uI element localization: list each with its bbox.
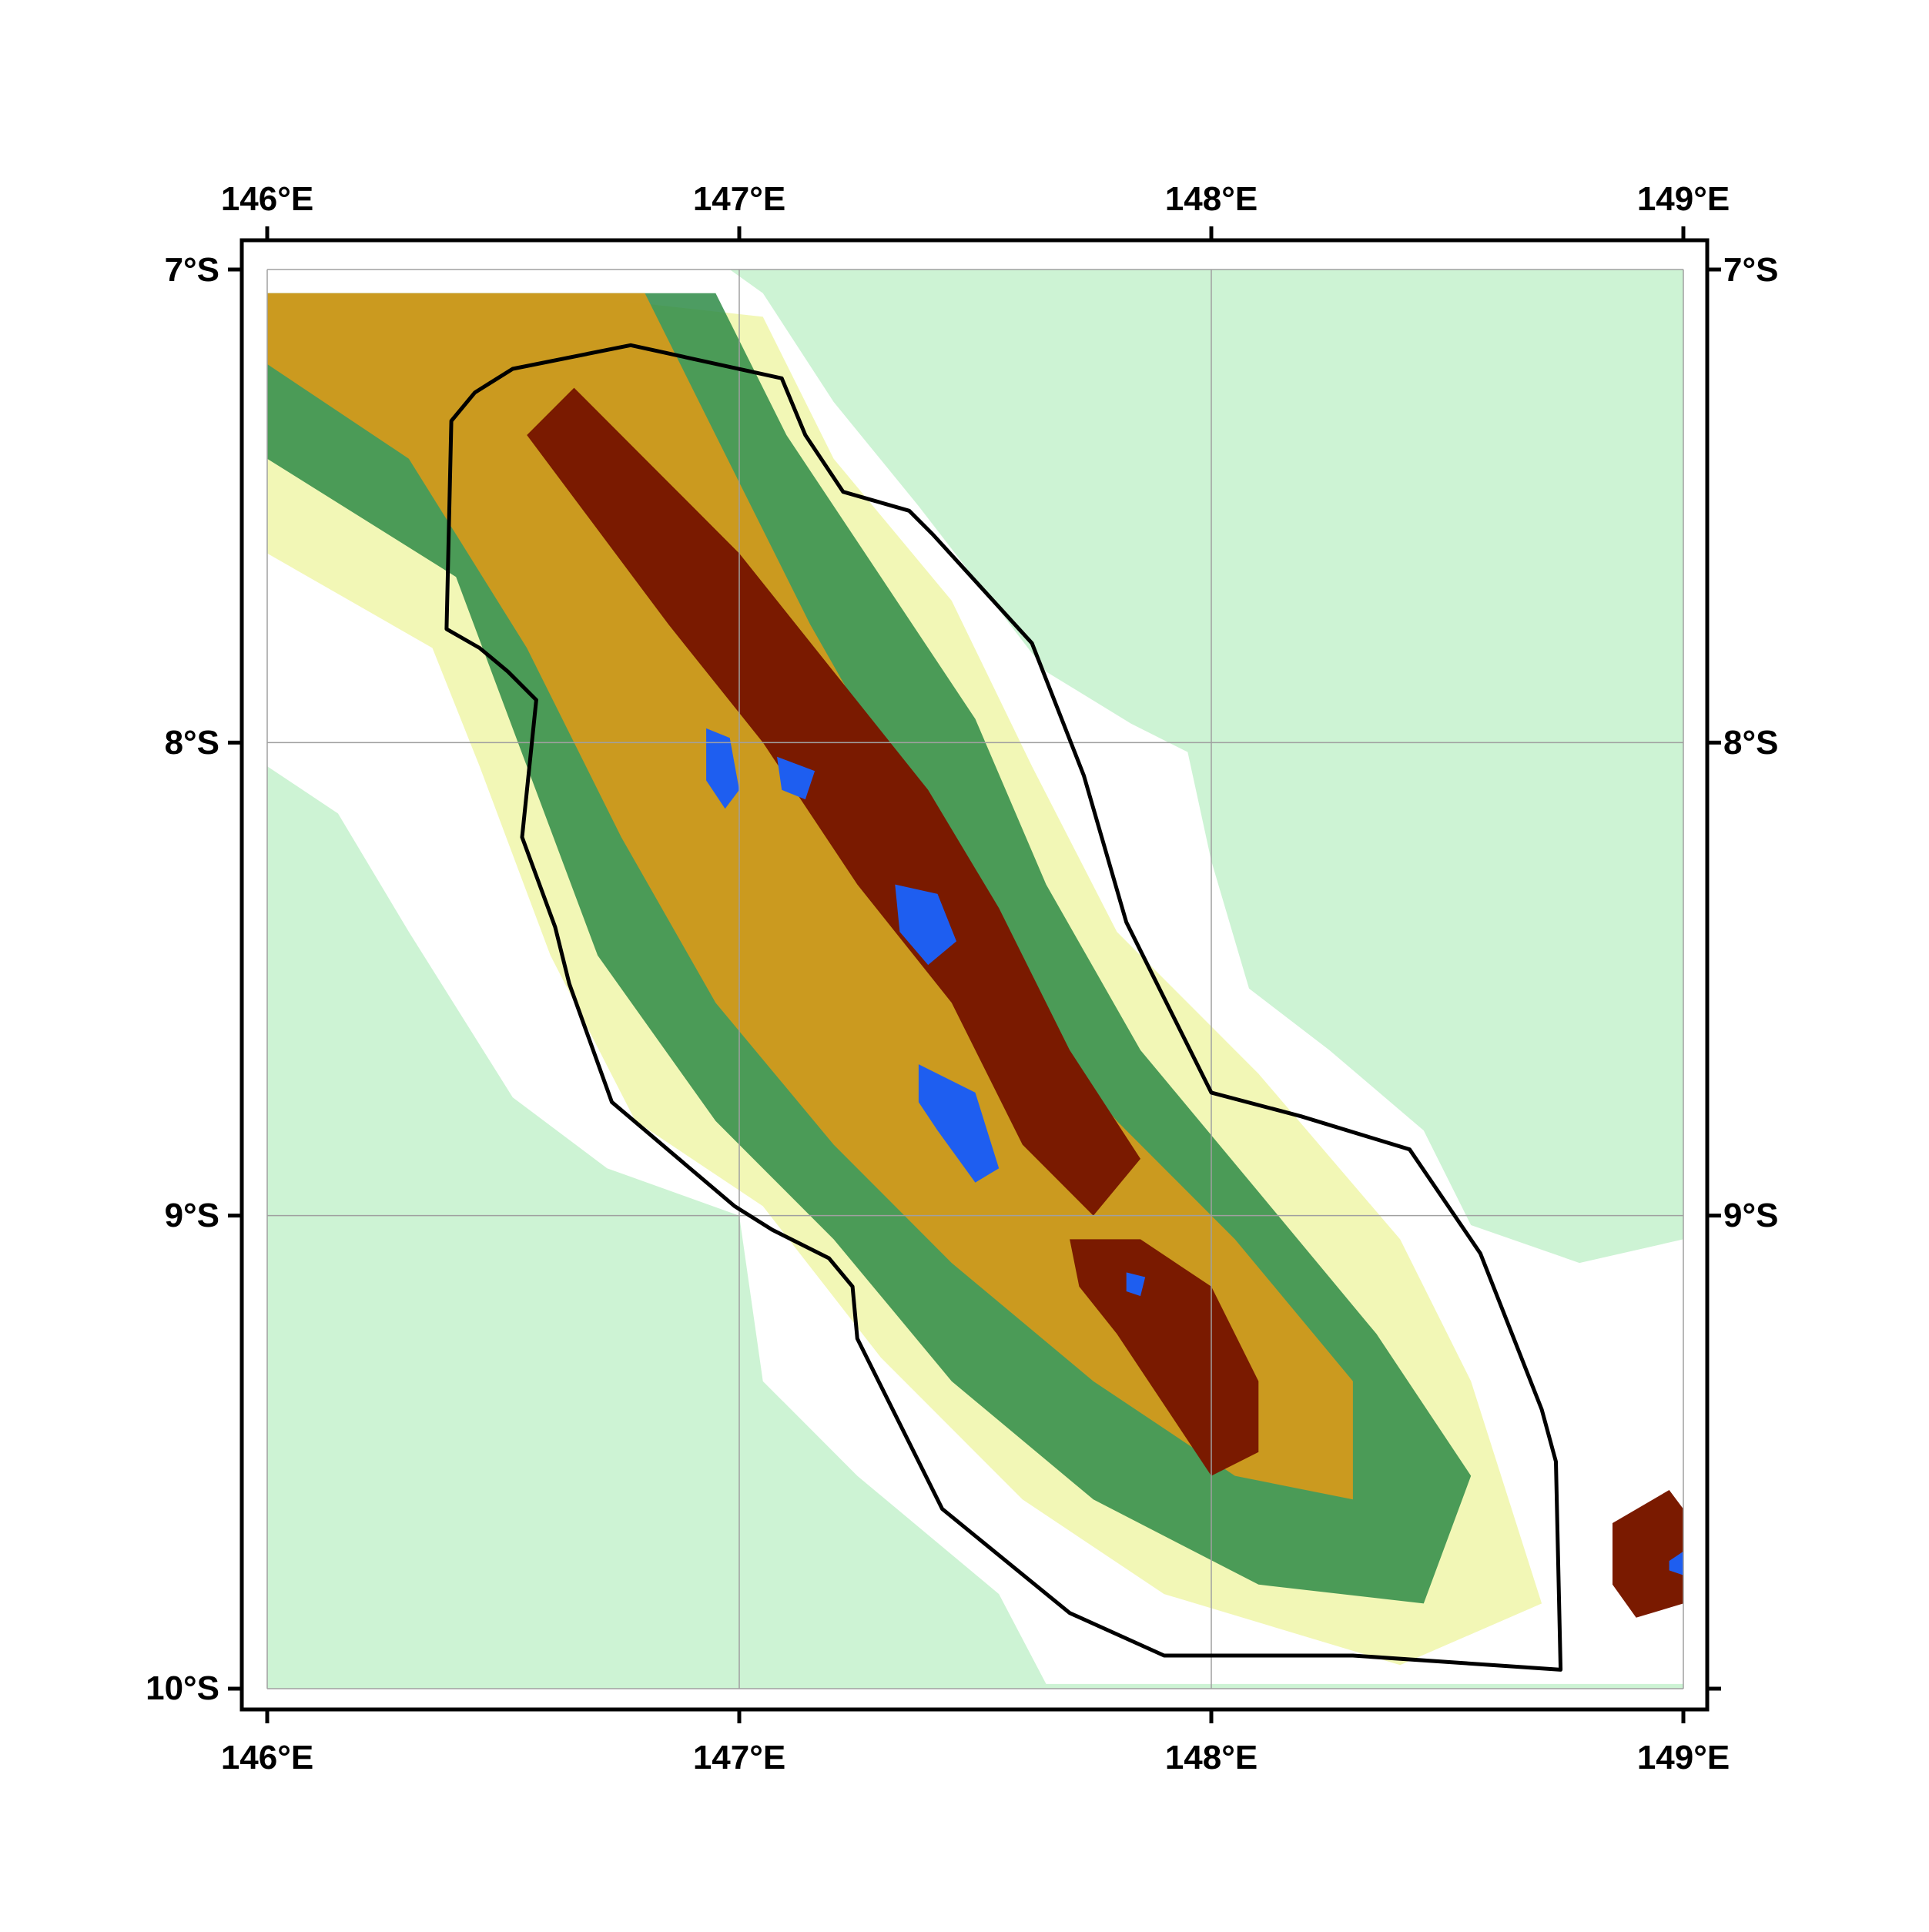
top-axis-labels: 146°E 147°E 148°E 149°E (221, 180, 1730, 218)
left-lat-label: 8°S (165, 724, 219, 762)
bottom-lon-label: 146°E (221, 1739, 313, 1776)
map-frame (239, 238, 1710, 1712)
summit-zone (1669, 1551, 1683, 1575)
left-lat-label: 9°S (165, 1197, 219, 1234)
axis-ticks (228, 226, 1721, 1723)
summit-zone (895, 884, 956, 966)
summit-zone (706, 728, 739, 809)
right-lat-label: 7°S (1723, 251, 1778, 289)
bottom-lon-label: 149°E (1637, 1739, 1730, 1776)
bottom-lon-label: 148°E (1165, 1739, 1258, 1776)
high-ridge-zone (1613, 1490, 1683, 1618)
left-axis-labels: 7°S 8°S 9°S 10°S (146, 251, 219, 1707)
study-area-outline (444, 343, 1563, 1672)
top-lon-label: 147°E (693, 180, 785, 218)
left-lat-label: 7°S (165, 251, 219, 289)
elevation-terrain (267, 270, 1683, 1689)
summit-zone (777, 756, 815, 800)
top-lon-label: 146°E (221, 180, 313, 218)
top-lon-label: 148°E (1165, 180, 1258, 218)
map-panel (228, 226, 1721, 1723)
right-lat-label: 8°S (1723, 724, 1778, 762)
high-ridge-zone (527, 387, 1140, 1216)
summit-zone (1126, 1272, 1146, 1297)
study-area-boundary (444, 343, 1563, 1672)
summit-zone (918, 1064, 1000, 1183)
right-axis-labels: 7°S 8°S 9°S (1723, 251, 1778, 1234)
top-lon-label: 149°E (1637, 180, 1730, 218)
graticule-grid (266, 269, 1684, 1689)
right-lat-label: 9°S (1723, 1197, 1778, 1234)
bottom-axis-labels: 146°E 147°E 148°E 149°E (221, 1739, 1730, 1776)
left-lat-label: 10°S (146, 1669, 219, 1707)
bottom-lon-label: 147°E (693, 1739, 785, 1776)
